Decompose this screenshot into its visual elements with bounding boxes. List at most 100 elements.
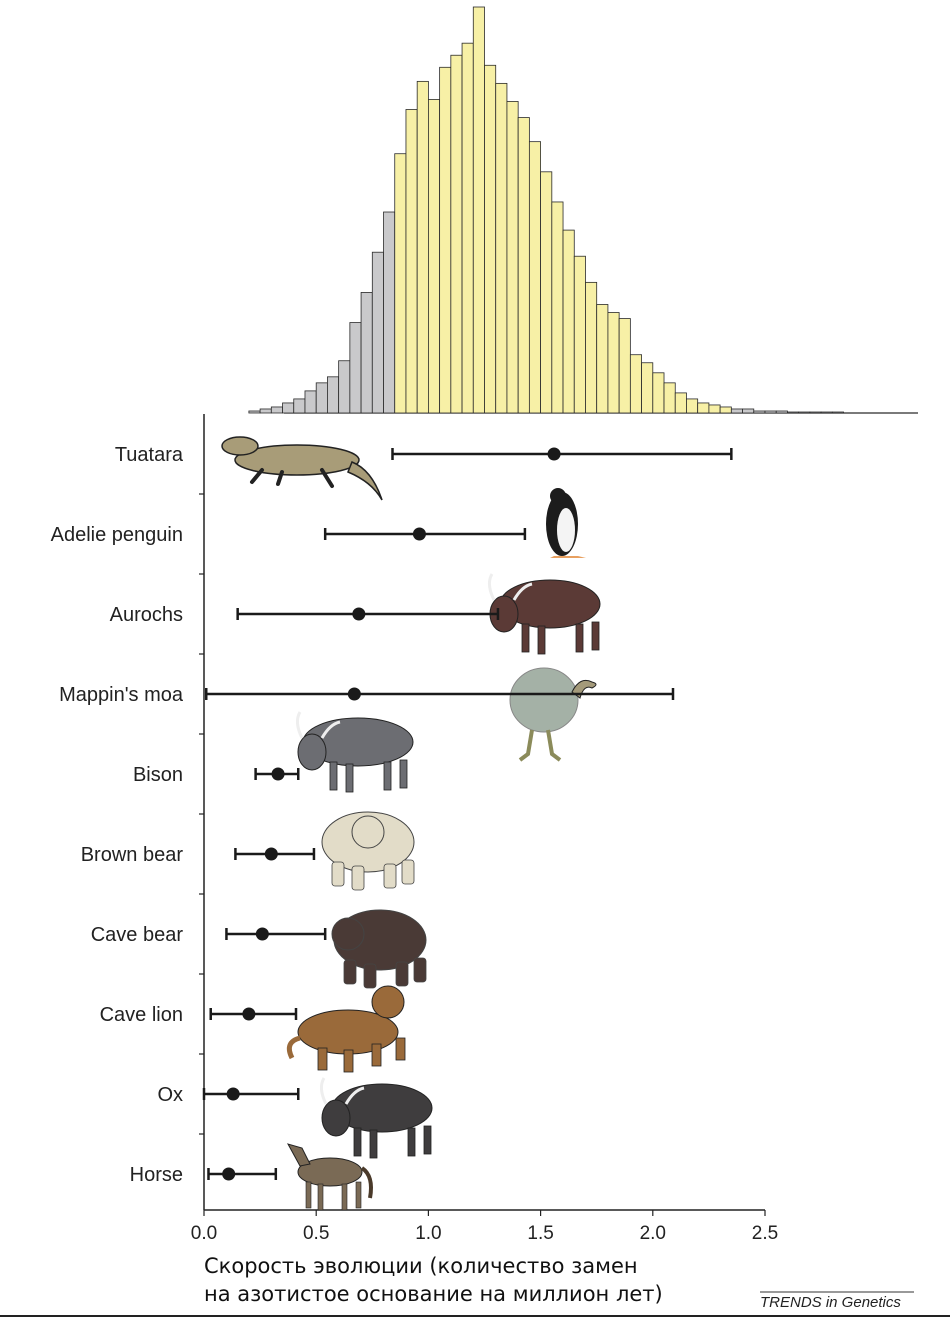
- histogram-bar: [439, 66, 452, 414]
- histogram-bar: [293, 398, 306, 414]
- x-tick-label: 0.0: [191, 1223, 217, 1244]
- horse-icon: [286, 1143, 373, 1211]
- species-row: Adelie penguin: [51, 524, 527, 546]
- histogram-bar: [764, 410, 777, 414]
- species-label: Aurochs: [110, 604, 183, 626]
- species-row: Cave lion: [100, 1004, 298, 1026]
- mean-point: [226, 1087, 240, 1101]
- histogram-bar: [652, 372, 665, 414]
- histogram-bar: [405, 109, 418, 414]
- histogram-bar: [259, 408, 272, 414]
- x-tick-label: 1.5: [527, 1223, 553, 1244]
- histogram-bar: [562, 229, 575, 414]
- histogram-bar: [697, 402, 710, 414]
- histogram-bar: [674, 392, 687, 414]
- mean-point: [347, 687, 361, 701]
- species-label: Cave bear: [91, 924, 184, 946]
- histogram-bar: [585, 281, 598, 414]
- histogram-bar: [517, 117, 530, 414]
- species-row: Ox: [157, 1084, 300, 1106]
- aurochs-icon: [487, 573, 601, 655]
- ox-icon: [319, 1077, 433, 1159]
- lion-icon: [286, 985, 406, 1073]
- histogram-bar: [248, 410, 261, 414]
- histogram-bar: [663, 382, 676, 414]
- mean-point: [271, 767, 285, 781]
- species-label: Cave lion: [100, 1004, 183, 1026]
- histogram-bar: [629, 354, 642, 414]
- mean-point: [412, 527, 426, 541]
- histogram-bar: [573, 255, 586, 414]
- species-label: Tuatara: [115, 444, 184, 466]
- histogram-bar: [315, 382, 328, 414]
- lizard-icon: [221, 436, 383, 501]
- histogram-bar: [427, 99, 441, 414]
- species-label: Ox: [157, 1084, 183, 1106]
- histogram-bar: [719, 406, 732, 414]
- histogram-bar: [820, 411, 833, 414]
- histogram-bar: [371, 251, 384, 414]
- histogram-bar: [450, 54, 463, 414]
- x-tick-label: 2.0: [640, 1223, 666, 1244]
- x-axis-title-line-1: Скорость эволюции (количество замен: [204, 1254, 638, 1278]
- rate-histogram: [248, 6, 918, 414]
- histogram-bar: [270, 406, 283, 414]
- x-tick-label: 0.5: [303, 1223, 329, 1244]
- histogram-bar: [787, 411, 800, 414]
- bison-icon: [295, 711, 414, 793]
- histogram-bar: [349, 322, 362, 414]
- histogram-bar: [540, 171, 553, 414]
- species-row: Cave bear: [91, 924, 327, 946]
- histogram-bar: [472, 6, 485, 414]
- histogram-bar: [730, 408, 743, 414]
- histogram-bar: [809, 411, 822, 414]
- x-axis: 0.0 0.5 1.0 1.5 2.0 2.5: [191, 414, 778, 1244]
- mean-point: [222, 1167, 236, 1181]
- bear-icon: [321, 811, 415, 891]
- species-label: Brown bear: [81, 844, 184, 866]
- mean-point: [242, 1007, 256, 1021]
- histogram-bar: [338, 360, 351, 414]
- histogram-bar: [596, 304, 609, 414]
- histogram-bar: [798, 411, 811, 414]
- histogram-bar: [495, 82, 508, 414]
- species-label: Mappin's moa: [59, 684, 184, 706]
- species-row: Horse: [130, 1164, 278, 1186]
- histogram-bar: [282, 402, 295, 414]
- species-row: Tuatara: [115, 444, 733, 466]
- histogram-bar: [394, 153, 407, 414]
- mean-point: [547, 447, 561, 461]
- x-tick-label: 2.5: [752, 1223, 778, 1244]
- histogram-bar: [607, 312, 620, 414]
- histogram-bar: [484, 64, 497, 414]
- histogram-bar: [360, 292, 373, 414]
- histogram-bar: [775, 410, 788, 414]
- histogram-bar: [461, 42, 474, 414]
- histogram-bar: [383, 211, 396, 414]
- histogram-bar: [551, 201, 564, 414]
- species-row: Bison: [133, 764, 300, 786]
- histogram-bar: [304, 390, 317, 414]
- x-axis-title-line-2: на азотистое основание на миллион лет): [204, 1282, 663, 1306]
- species-row: Brown bear: [81, 844, 316, 866]
- species-label: Adelie penguin: [51, 524, 183, 546]
- histogram-bar: [641, 362, 654, 414]
- histogram-bar: [742, 408, 755, 414]
- histogram-bar: [506, 101, 519, 414]
- cavebear-icon: [331, 909, 427, 989]
- species-intervals: Tuatara Adelie penguin Aurochs Mappin's moa…: [51, 444, 733, 1186]
- mean-point: [352, 607, 366, 621]
- mean-point: [255, 927, 269, 941]
- species-label: Horse: [130, 1164, 183, 1186]
- histogram-bar: [753, 410, 766, 414]
- histogram-bar: [327, 376, 340, 414]
- histogram-bar: [618, 318, 631, 414]
- histogram-bar: [708, 404, 721, 414]
- credit-text: TRENDS in Genetics: [760, 1294, 901, 1311]
- histogram-bar: [416, 80, 429, 414]
- species-row: Mappin's moa: [59, 684, 675, 706]
- penguin-icon: [546, 488, 586, 558]
- animal-illustrations: [221, 436, 601, 1211]
- species-row: Aurochs: [110, 604, 500, 626]
